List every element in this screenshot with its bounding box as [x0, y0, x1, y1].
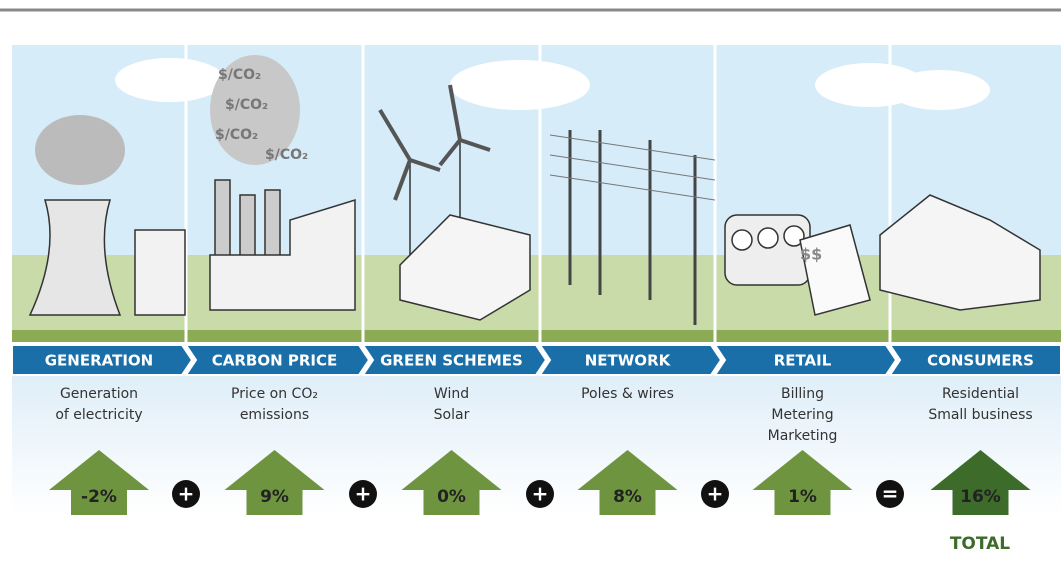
operator: =	[882, 482, 899, 506]
stage-description: emissions	[240, 407, 309, 423]
stage-description: Small business	[928, 407, 1032, 423]
operator: +	[707, 482, 724, 506]
stage-description: Generation	[60, 386, 138, 402]
ground-edge	[12, 330, 1061, 342]
stage-description: Billing	[781, 386, 824, 402]
change-value: 1%	[788, 487, 817, 507]
stage-title: CARBON PRICE	[212, 352, 338, 370]
change-value: -2%	[81, 487, 117, 507]
smoke-label: $/CO₂	[265, 147, 308, 163]
change-value: 16%	[960, 487, 1001, 507]
smoke-label: $/CO₂	[215, 127, 258, 143]
stage-description: Metering	[771, 407, 833, 423]
stage-title: GREEN SCHEMES	[380, 352, 523, 370]
stage-description: Wind	[434, 386, 469, 402]
stage-title: GENERATION	[45, 352, 153, 370]
stage-title: NETWORK	[585, 352, 672, 370]
stage-description: of electricity	[55, 407, 142, 423]
change-value: 9%	[260, 487, 289, 507]
infographic: $/CO₂ $/CO₂ $/CO₂ $/CO₂ $$ GENERATION Generat…	[0, 0, 1061, 570]
stage-description: Price on CO₂	[231, 386, 318, 402]
smoke-label: $/CO₂	[218, 67, 261, 83]
stage-description: Poles & wires	[581, 386, 674, 402]
stage-description: Solar	[434, 407, 470, 423]
stage-title: CONSUMERS	[927, 352, 1034, 370]
total-label: TOTAL	[950, 534, 1010, 554]
bill-label: $$	[800, 245, 822, 264]
change-value: 8%	[613, 487, 642, 507]
stage-description: Marketing	[768, 428, 838, 444]
operator: +	[355, 482, 372, 506]
stage-description: Residential	[942, 386, 1019, 402]
operator: +	[178, 482, 195, 506]
stage-title: RETAIL	[774, 352, 832, 370]
operator: +	[532, 482, 549, 506]
change-value: 0%	[437, 487, 466, 507]
smoke-label: $/CO₂	[225, 97, 268, 113]
